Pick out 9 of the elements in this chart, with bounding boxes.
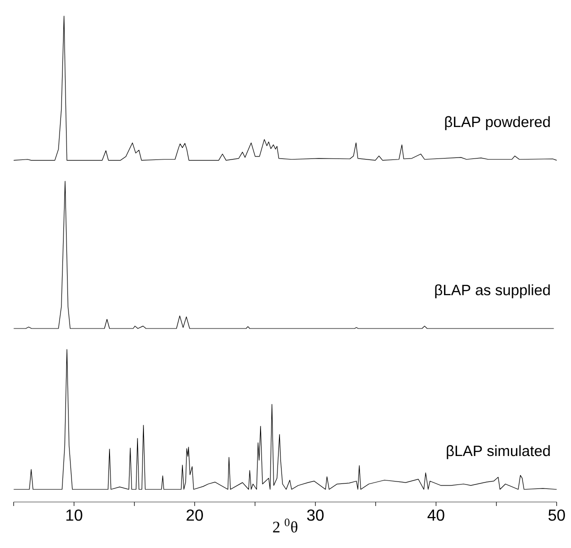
series-label: βLAP simulated (446, 445, 550, 460)
series-label: βLAP as supplied (435, 284, 550, 298)
x-tick-label: 50 (548, 510, 565, 521)
x-tick-label: 10 (66, 510, 82, 521)
x-axis-title: 2 $^{0}$θ (273, 518, 298, 532)
x-tick-label: 20 (186, 510, 203, 521)
x-tick-label: 30 (307, 510, 324, 521)
x-tick-label: 40 (428, 510, 444, 521)
series-label: βLAP powdered (445, 116, 550, 130)
